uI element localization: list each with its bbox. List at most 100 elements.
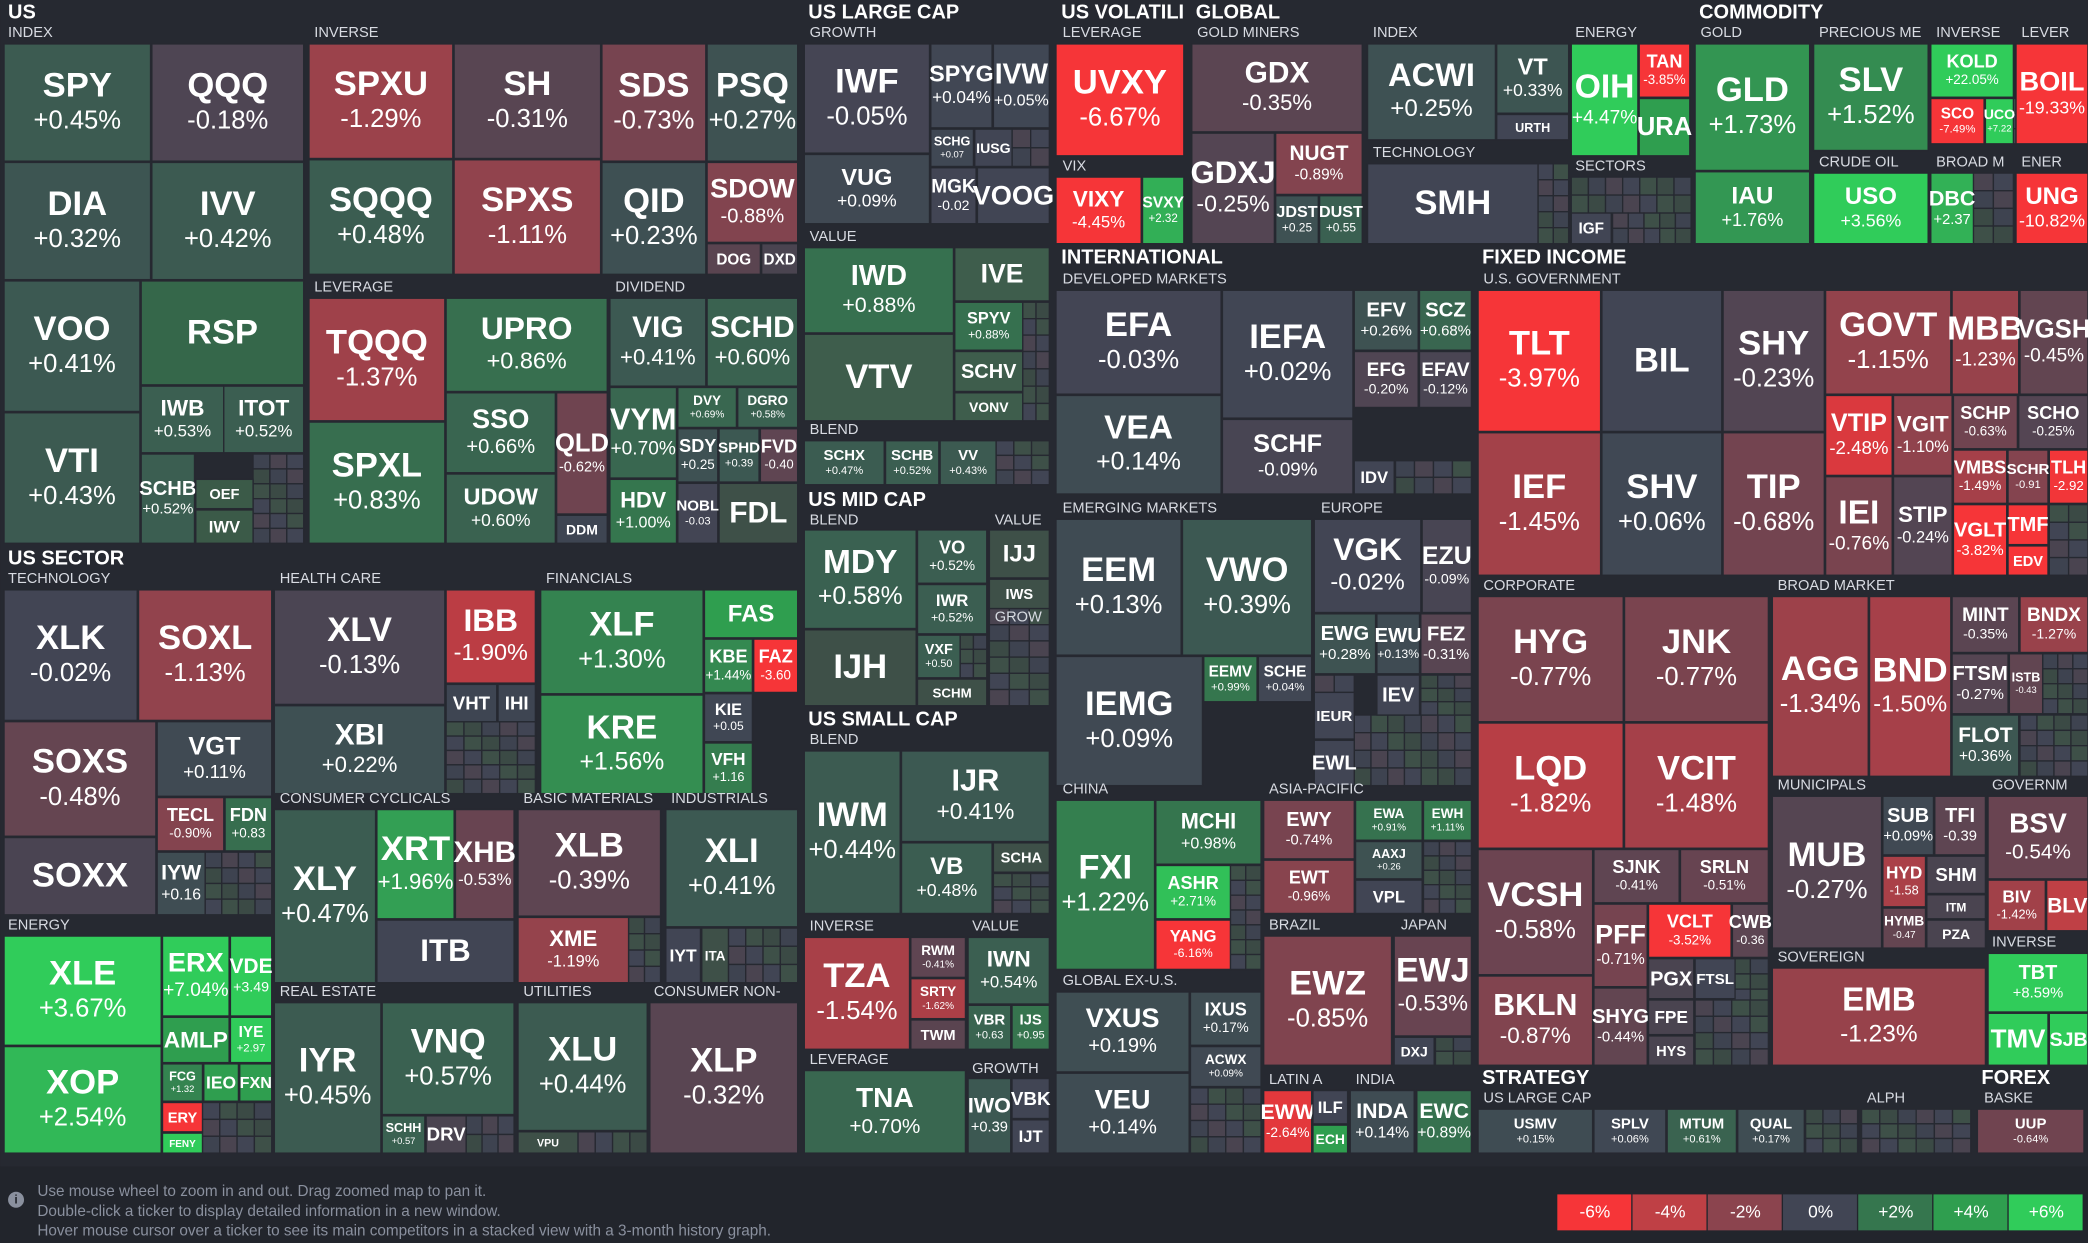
ticker[interactable]: SCHM xyxy=(933,685,972,700)
ticker-tile[interactable]: SCHH+0.57 xyxy=(381,1115,426,1154)
tile[interactable] xyxy=(3,1045,162,1154)
tile[interactable] xyxy=(910,936,967,979)
change[interactable]: -3.60 xyxy=(760,667,791,682)
change[interactable]: +1.16 xyxy=(712,769,744,784)
tile[interactable] xyxy=(1601,289,1723,433)
tile[interactable] xyxy=(1420,613,1473,675)
ticker-tile[interactable]: EFG-0.20% xyxy=(1353,350,1419,409)
ticker[interactable]: SVXY xyxy=(1142,195,1184,212)
ticker[interactable]: DBC xyxy=(1929,186,1976,210)
ticker[interactable]: IWD xyxy=(851,260,907,292)
ticker[interactable]: USMV xyxy=(1514,1115,1557,1132)
change[interactable]: +0.33% xyxy=(1503,80,1563,100)
change[interactable]: +0.15% xyxy=(1516,1133,1554,1145)
ticker-tile[interactable]: TWM xyxy=(910,1019,967,1050)
change[interactable]: -0.31% xyxy=(1423,647,1469,663)
ticker[interactable]: GLD xyxy=(1716,71,1789,109)
change[interactable]: -0.25% xyxy=(2032,424,2075,439)
ticker[interactable]: BND xyxy=(1873,652,1948,690)
tile[interactable] xyxy=(1203,655,1258,703)
tile[interactable] xyxy=(1366,43,1497,141)
ticker[interactable]: IEO xyxy=(206,1073,236,1093)
ticker-tile[interactable]: OEF xyxy=(195,478,254,510)
ticker[interactable]: STIP xyxy=(1898,502,1948,527)
ticker[interactable]: UCO xyxy=(1984,106,2015,122)
ticker-tile[interactable]: VCIT-1.48% xyxy=(1623,722,1770,849)
ticker-tile[interactable]: RSP xyxy=(140,280,305,386)
tile[interactable] xyxy=(967,936,1050,1005)
tile[interactable] xyxy=(445,392,556,474)
ticker-tile[interactable]: FPE xyxy=(1647,999,1695,1036)
change[interactable]: +0.83% xyxy=(333,486,421,514)
ticker-tile[interactable]: VGLT-3.82% xyxy=(1952,503,2008,576)
change[interactable]: +1.30% xyxy=(578,646,666,674)
ticker[interactable]: ISTB xyxy=(2012,670,2041,684)
change[interactable]: +0.58% xyxy=(818,583,903,610)
change[interactable]: +0.61% xyxy=(1683,1133,1721,1145)
change[interactable]: -0.25% xyxy=(1196,191,1269,217)
tile[interactable] xyxy=(1926,919,1987,949)
ticker[interactable]: DRV xyxy=(427,1124,467,1145)
ticker[interactable]: VNQ xyxy=(411,1022,486,1060)
ticker[interactable]: TMV xyxy=(1991,1023,2046,1053)
change[interactable]: +0.05 xyxy=(713,719,744,733)
ticker-tile[interactable]: VYM +0.70% xyxy=(609,386,678,479)
tile[interactable] xyxy=(445,683,498,723)
tile[interactable] xyxy=(1892,476,1953,576)
tile[interactable] xyxy=(1376,674,1421,716)
change[interactable]: +0.32% xyxy=(34,225,122,253)
ticker-tile[interactable]: SLV+1.52% xyxy=(1812,43,1929,152)
ticker[interactable]: CWB xyxy=(1729,912,1772,932)
ticker-tile[interactable]: SPYV+0.88% xyxy=(954,301,1024,351)
ticker[interactable]: SRTY xyxy=(920,984,956,999)
tile[interactable] xyxy=(1824,394,1893,477)
change[interactable]: +3.49 xyxy=(233,979,269,995)
change[interactable]: +0.28% xyxy=(1319,646,1371,663)
change[interactable]: +0.48% xyxy=(337,221,425,249)
ticker[interactable]: VTI xyxy=(45,442,99,480)
ticker-tile[interactable]: ASHR+2.71% xyxy=(1155,864,1232,920)
ticker-tile[interactable]: SDY+0.25 xyxy=(677,428,719,483)
ticker[interactable]: EEMV xyxy=(1209,663,1253,680)
ticker[interactable]: URA xyxy=(1637,113,1692,141)
ticker-tile[interactable]: VPL xyxy=(1354,879,1423,915)
ticker[interactable]: TZA xyxy=(823,957,890,995)
ticker-tile[interactable]: XRT+1.96% xyxy=(376,808,455,920)
change[interactable]: -0.68% xyxy=(1733,508,1814,536)
ticker[interactable]: SCHD xyxy=(710,311,795,344)
ticker-tile[interactable]: SHV+0.06% xyxy=(1601,432,1723,576)
ticker-tile[interactable]: VGT+0.11% xyxy=(156,721,273,797)
tile[interactable] xyxy=(1496,43,1570,114)
tile[interactable] xyxy=(803,750,901,915)
ticker-tile[interactable]: NUGT-0.89% xyxy=(1275,132,1363,196)
tile[interactable] xyxy=(759,428,799,483)
tile[interactable] xyxy=(1679,848,1770,904)
ticker[interactable]: MBB xyxy=(1947,311,2024,348)
ticker[interactable]: KBE xyxy=(709,647,747,667)
ticker-tile[interactable]: USMV+0.15% xyxy=(1477,1108,1594,1154)
ticker[interactable]: IWR xyxy=(936,591,969,610)
change[interactable]: +0.43% xyxy=(28,482,116,510)
change[interactable]: -6.67% xyxy=(1079,104,1160,132)
ticker-tile[interactable]: FTSL xyxy=(1694,958,1736,1000)
ticker-tile[interactable]: IXUS+0.17% xyxy=(1189,991,1262,1046)
ticker-tile[interactable]: FAS xyxy=(703,589,799,639)
tile[interactable] xyxy=(1976,1108,2085,1154)
ticker-tile[interactable]: SDS-0.73% xyxy=(601,43,707,162)
tile[interactable] xyxy=(1824,289,1952,395)
ticker-tile[interactable]: TECL-0.90% xyxy=(156,796,225,852)
change[interactable]: +0.57% xyxy=(404,1062,492,1090)
tile[interactable] xyxy=(497,683,537,723)
ticker[interactable]: BSV xyxy=(2009,807,2067,838)
ticker[interactable]: KOLD xyxy=(1946,51,1997,71)
ticker[interactable]: IEF xyxy=(1512,468,1566,506)
ticker[interactable]: INDA xyxy=(1356,1099,1408,1123)
ticker[interactable]: IJS xyxy=(1019,1012,1041,1029)
ticker[interactable]: VXUS xyxy=(1086,1002,1160,1033)
ticker[interactable]: BIV xyxy=(2002,886,2031,906)
tile[interactable] xyxy=(151,43,305,162)
change[interactable]: -1.54% xyxy=(816,997,897,1025)
change[interactable]: +0.47% xyxy=(281,900,369,928)
ticker-tile[interactable]: ACWI+0.25% xyxy=(1366,43,1497,141)
ticker[interactable]: ITA xyxy=(705,948,726,963)
